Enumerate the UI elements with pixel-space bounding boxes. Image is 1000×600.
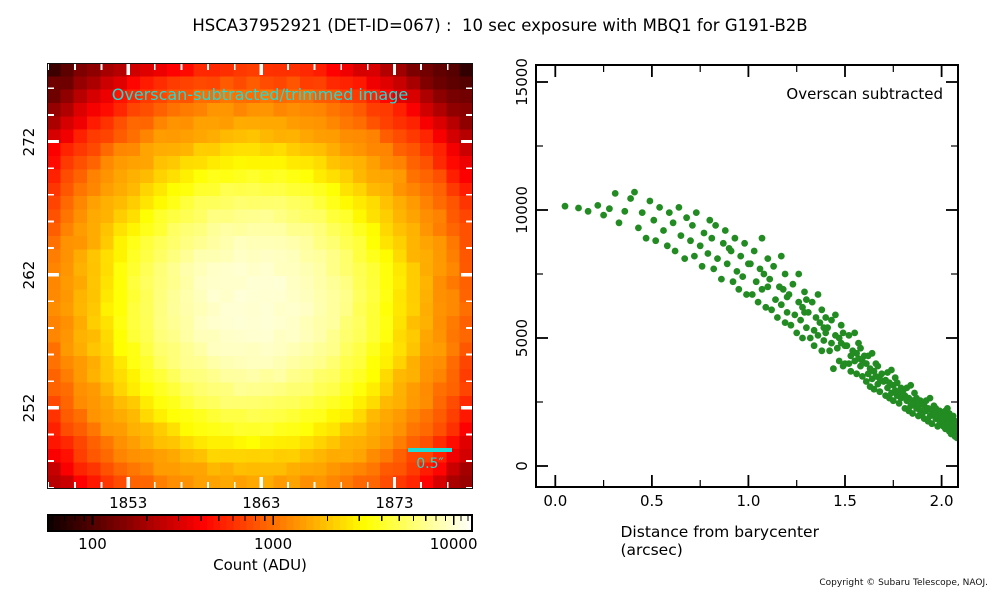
radial-profile-scatter bbox=[535, 64, 959, 488]
colorbar-gradient bbox=[47, 514, 473, 532]
heatmap-frame bbox=[47, 63, 473, 489]
scatter-points bbox=[561, 188, 958, 442]
scatter-y-tick-label: 15000 bbox=[513, 58, 531, 106]
scatter-y-tick-label: 5000 bbox=[513, 318, 531, 358]
colorbar-title: Count (ADU) bbox=[213, 556, 307, 574]
colorbar-tick-label: 100 bbox=[78, 535, 107, 553]
scatter-y-tick-label: 10000 bbox=[513, 186, 531, 234]
figure-title: HSCA37952921 (DET-ID=067) : 10 sec expos… bbox=[192, 16, 808, 35]
heatmap-y-tick-label: 262 bbox=[20, 260, 38, 289]
heatmap-x-tick-label: 1863 bbox=[242, 494, 281, 512]
colorbar-frame bbox=[47, 514, 473, 532]
copyright-text: Copyright © Subaru Telescope, NAOJ. bbox=[819, 578, 988, 588]
heatmap-ticks bbox=[47, 63, 473, 489]
scatter-x-tick-label: 0.0 bbox=[543, 492, 568, 510]
scatter-x-tick-label: 0.5 bbox=[639, 492, 664, 510]
scatter-x-tick-label: 1.5 bbox=[833, 492, 857, 510]
heatmap-y-tick-label: 272 bbox=[20, 127, 38, 156]
scalebar bbox=[408, 448, 452, 452]
scatter-ticks bbox=[536, 65, 958, 487]
heatmap-y-tick-label: 252 bbox=[20, 393, 38, 423]
colorbar-tick-label: 10000 bbox=[429, 535, 478, 553]
scatter-x-tick-label: 1.0 bbox=[736, 492, 761, 510]
scalebar-label: 0.5″ bbox=[416, 456, 444, 472]
scatter-annotation: Overscan subtracted bbox=[786, 85, 943, 103]
colorbar bbox=[47, 514, 473, 532]
heatmap-x-tick-label: 1873 bbox=[375, 494, 414, 512]
scatter-xlabel: Distance from barycenter (arcsec) bbox=[620, 523, 819, 559]
heatmap-cells bbox=[47, 63, 473, 489]
heatmap-annotation: Overscan-subtracted/trimmed image bbox=[111, 85, 409, 104]
scatter-y-tick-label: 0 bbox=[513, 461, 531, 471]
heatmap-x-tick-label: 1853 bbox=[109, 494, 148, 512]
scatter-x-tick-label: 2.0 bbox=[929, 492, 954, 510]
star-cutout-heatmap bbox=[47, 63, 473, 489]
colorbar-tick-label: 1000 bbox=[253, 535, 293, 553]
scatter-spines bbox=[535, 64, 959, 488]
